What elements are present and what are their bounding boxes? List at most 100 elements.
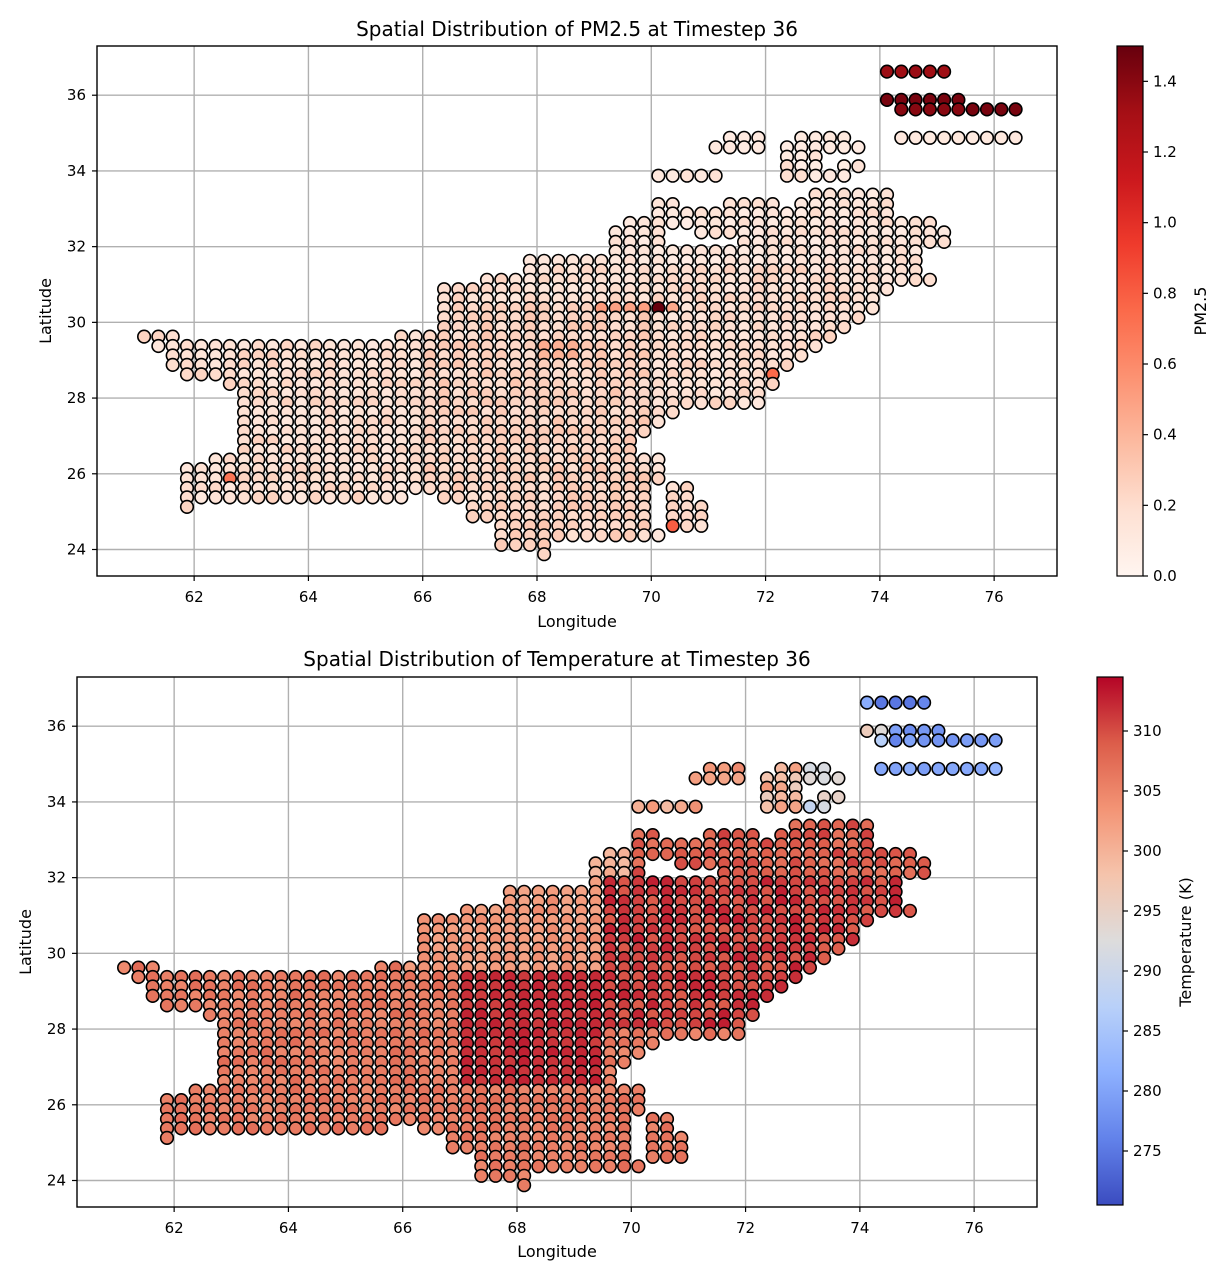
y-tick-label: 32	[67, 238, 86, 256]
data-point	[636, 424, 652, 439]
data-point	[874, 695, 889, 710]
colorbar-tick-label: 290	[1133, 962, 1162, 980]
chart-title: Spatial Distribution of PM2.5 at Timeste…	[356, 17, 798, 41]
x-tick-label: 72	[736, 1219, 755, 1237]
data-point	[665, 518, 680, 533]
data-point	[722, 395, 738, 410]
x-tick-label: 72	[756, 588, 775, 606]
data-point	[851, 140, 866, 155]
plot-frame	[76, 676, 1038, 1208]
data-point	[974, 761, 989, 776]
data-point	[631, 799, 646, 814]
data-point	[137, 329, 152, 344]
colorbar-tick-label: 0.6	[1153, 355, 1177, 373]
data-point	[916, 761, 932, 776]
data-point	[802, 799, 818, 814]
x-tick-label: 76	[965, 1219, 984, 1237]
y-tick-label: 26	[47, 1096, 66, 1114]
data-point	[902, 761, 918, 776]
data-point	[879, 92, 895, 107]
data-point	[888, 733, 903, 748]
data-point	[559, 1159, 575, 1174]
data-point	[836, 168, 852, 183]
x-tick-label: 70	[642, 588, 661, 606]
data-point	[859, 723, 875, 739]
data-point	[608, 528, 623, 543]
data-point	[694, 168, 709, 183]
colorbar	[1096, 676, 1124, 1206]
data-point	[188, 998, 203, 1013]
data-point	[702, 856, 718, 871]
x-axis-ticks: 62 64 66 68 70 72 74 76	[165, 1207, 984, 1237]
data-point	[536, 547, 552, 562]
colorbar-tick-label: 295	[1133, 902, 1162, 920]
data-point	[188, 1121, 203, 1136]
data-point	[479, 509, 495, 524]
data-point	[979, 102, 995, 117]
pm25-panel: Spatial Distribution of PM2.5 at Timeste…	[36, 17, 1210, 631]
colorbar-tick-label: 0.0	[1153, 567, 1177, 585]
data-point	[859, 913, 875, 928]
data-point	[594, 528, 609, 543]
x-tick-label: 74	[870, 588, 889, 606]
x-tick-label: 70	[622, 1219, 641, 1237]
data-point	[894, 130, 909, 145]
x-tick-label: 62	[185, 588, 204, 606]
data-point	[965, 130, 980, 145]
data-point	[922, 272, 938, 287]
plot-frame	[96, 45, 1058, 577]
colorbar-tick-label: 285	[1133, 1022, 1162, 1040]
colorbar-label: Temperature (K)	[1176, 877, 1195, 1007]
y-tick-label: 36	[67, 86, 86, 104]
data-point	[722, 225, 738, 240]
y-tick-label: 30	[67, 313, 86, 331]
data-point	[988, 761, 1003, 776]
data-point	[445, 1140, 460, 1155]
data-point	[851, 159, 866, 174]
data-point	[222, 376, 237, 392]
colorbar-tick-label: 300	[1133, 842, 1162, 860]
data-point	[159, 1130, 175, 1145]
data-point	[636, 528, 652, 543]
temperature-panel: Spatial Distribution of Temperature at T…	[16, 647, 1195, 1261]
data-point	[788, 969, 803, 985]
data-point	[151, 338, 166, 354]
data-point	[516, 1178, 532, 1193]
data-point	[759, 799, 775, 814]
colorbar-label: PM2.5	[1191, 287, 1210, 336]
colorbar-tick-label: 0.2	[1153, 496, 1177, 514]
data-point	[116, 960, 132, 975]
data-point	[765, 376, 780, 392]
data-point	[1008, 130, 1023, 145]
data-point	[745, 1007, 760, 1023]
x-axis-label: Longitude	[537, 612, 617, 631]
data-point	[874, 733, 889, 748]
data-point	[465, 509, 480, 524]
data-point	[902, 865, 918, 881]
data-point	[179, 499, 195, 515]
data-point	[288, 1121, 303, 1136]
y-tick-label: 24	[67, 541, 86, 559]
data-point	[922, 102, 938, 117]
data-point	[665, 168, 680, 183]
data-point	[645, 1036, 660, 1051]
data-point	[936, 64, 952, 79]
data-point	[645, 846, 660, 862]
data-point	[751, 395, 766, 410]
data-point	[779, 357, 795, 373]
data-point	[908, 272, 923, 287]
data-point	[736, 140, 752, 155]
data-point	[365, 490, 380, 505]
data-point	[836, 140, 852, 155]
data-point	[274, 1121, 289, 1136]
data-point	[631, 1102, 646, 1117]
data-point	[308, 490, 323, 505]
data-point	[402, 1111, 418, 1127]
data-point	[551, 528, 566, 543]
data-point	[974, 733, 989, 748]
data-point	[659, 1149, 675, 1164]
data-point	[174, 998, 189, 1013]
data-point	[736, 395, 752, 410]
data-point	[417, 1121, 432, 1136]
